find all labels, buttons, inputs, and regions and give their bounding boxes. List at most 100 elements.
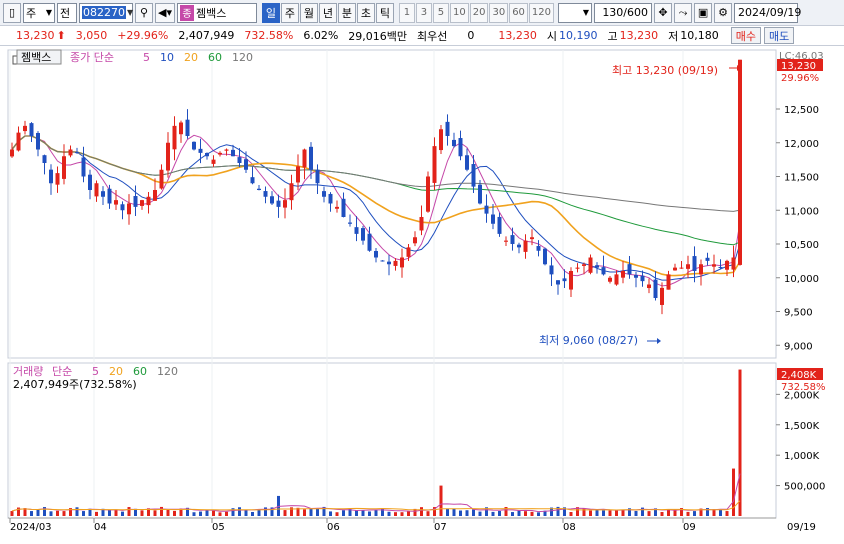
volume-bar [439,485,443,516]
volume-bar [264,507,267,516]
candle-body [107,188,112,204]
candle-body [75,152,79,154]
volume-bar [595,509,599,516]
volume-tick-label: 2,000K [784,390,820,401]
candle-body [614,274,619,285]
save-icon[interactable]: ▣ [694,2,713,23]
candle-body [426,176,430,212]
type-select[interactable]: 전 [57,2,77,23]
volume-bar [82,511,85,516]
volume-bar [719,509,722,516]
volume-bar [30,511,33,516]
price-tick-label: 9,000 [784,341,813,352]
volume-ma-legend-item: 20 [109,365,123,378]
period-tab[interactable]: 월 [299,2,318,23]
search-icon[interactable]: ⚲ [135,2,153,23]
volume-bar [413,508,417,516]
crosshair-icon[interactable]: ✥ [654,2,673,23]
volume-bar [257,509,261,516]
buy-button[interactable]: 매수 [730,27,762,44]
period-tab[interactable]: 년 [318,2,337,23]
volume-bar [238,507,241,516]
vol-tag: 2,408K [781,370,817,381]
volume-bar [147,508,150,516]
volume-bar [62,511,66,516]
volume-bar [166,509,170,516]
volume-bar [608,510,612,516]
volume-bar [504,507,508,516]
price-tick-label: 12,000 [784,139,819,150]
date-input[interactable]: 2024/09/19 [734,2,801,23]
period-tab[interactable]: 주 [280,2,299,23]
candle-body [491,214,495,224]
price-tick-label: 10,500 [784,240,819,251]
candle-body [179,122,183,135]
lc-label: LC:46.03 [779,51,824,62]
volume-bar [647,511,651,516]
volume-bar [153,510,157,516]
interval-button[interactable]: 30 [489,2,509,23]
interval-button[interactable]: 5 [432,2,449,23]
candle-body [738,59,742,265]
candle-body [10,149,14,157]
period-tab[interactable]: 초 [356,2,375,23]
layout-icon[interactable]: ▯ [3,2,21,23]
interval-button[interactable]: 20 [469,2,489,23]
candle-body [627,264,632,275]
interval-button[interactable]: 3 [415,2,432,23]
x-right-label: 09/19 [787,522,816,533]
high-price: 13,230 [619,29,659,42]
candle-body [530,237,534,240]
candle-body [42,155,47,163]
count-display[interactable]: 130/600 [594,2,653,23]
x-axis-labels: 2024/03 04 05 06 07 08 09 [9,518,696,533]
volume-bar [160,506,163,516]
stock-name-box[interactable]: 종 젬백스 [176,2,257,23]
volume-bar [381,508,384,516]
volume-bar [192,512,196,516]
chart-tool-icon[interactable]: ⤳ [674,2,693,23]
volume-bar [452,508,456,516]
period-tab[interactable]: 틱 [375,2,394,23]
volume-bar [407,511,410,516]
volume-bar [433,507,436,516]
volume-bar [712,509,716,516]
volume-bar [348,508,352,516]
period-tab[interactable]: 일 [261,2,280,23]
price-ma-line [11,135,741,281]
volume-bar [88,508,92,516]
chart-area[interactable]: 젬백스 종가 단순 5 10 20 60 120 거래량 단순 5 20 60 120 2,4… [0,47,844,541]
market-select[interactable]: 주 ▼ [23,2,55,23]
open-label: 시 [546,29,558,43]
candle-body [133,196,138,207]
chart-svg[interactable]: 젬백스 종가 단순 5 10 20 60 120 거래량 단순 5 20 60 120 2,4… [0,47,844,541]
candle-body [608,277,612,282]
candle-body [348,222,352,224]
candle-body [569,271,573,290]
interval-button[interactable]: 60 [509,2,528,23]
interval-select[interactable]: ▼ [558,2,593,23]
price-ma-legend-item: 5 [143,51,150,64]
candle-body [159,169,164,189]
candle-body [575,267,580,269]
interval-button[interactable]: 1 [398,2,415,23]
candle-body [556,280,560,285]
period-tab[interactable]: 분 [337,2,356,23]
volume-bar [368,511,371,516]
candle-body [341,198,346,217]
interval-button[interactable]: 120 [528,2,555,23]
volume-bar [23,508,27,516]
candle-body [439,129,443,151]
code-input[interactable]: 082270 ▼ [79,2,133,23]
settings-icon[interactable]: ⚙ [714,2,733,23]
market-value: 주 [26,6,37,20]
volume-bar [225,511,228,516]
gridlines [9,50,684,518]
interval-button[interactable]: 10 [449,2,469,23]
sound-icon[interactable]: ◀▾ [155,2,175,23]
vol-pct-tag: 732.58% [781,382,826,393]
candle-body [270,196,274,204]
volume-bar [693,511,696,516]
sell-button[interactable]: 매도 [764,27,795,44]
